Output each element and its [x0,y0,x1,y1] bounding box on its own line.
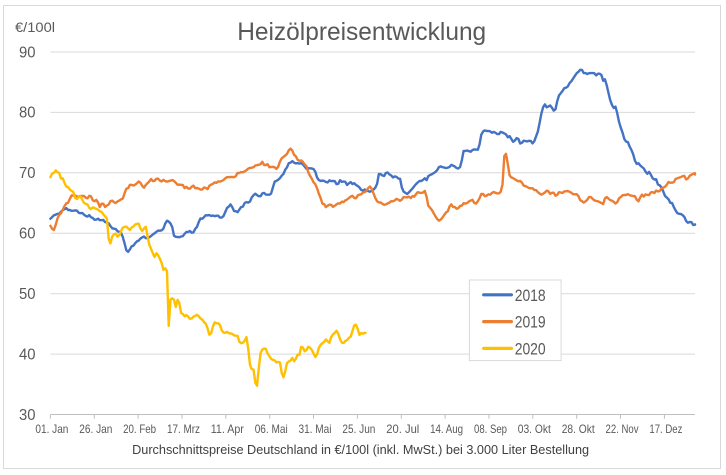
svg-text:26. Jan: 26. Jan [79,422,112,436]
svg-text:2020: 2020 [515,339,546,358]
svg-text:Heizölpreisentwicklung: Heizölpreisentwicklung [237,18,486,46]
svg-text:28. Okt: 28. Okt [562,422,596,436]
svg-text:20. Feb: 20. Feb [123,422,156,436]
svg-text:03. Okt: 03. Okt [518,422,552,436]
svg-text:22. Nov: 22. Nov [606,422,639,436]
svg-text:90: 90 [19,44,36,61]
svg-text:60: 60 [19,226,36,243]
svg-text:30: 30 [19,407,36,424]
svg-text:01. Jan: 01. Jan [35,422,68,436]
svg-text:50: 50 [19,286,36,303]
svg-text:25. Jun: 25. Jun [342,422,375,436]
svg-text:20. Jul: 20. Jul [386,422,419,436]
svg-text:40: 40 [19,346,36,363]
svg-text:31. Mai: 31. Mai [299,422,332,436]
svg-text:80: 80 [19,105,36,122]
svg-text:2018: 2018 [515,286,546,305]
svg-text:17. Dez: 17. Dez [649,422,682,436]
svg-text:Durchschnittspreise Deutschlan: Durchschnittspreise Deutschland in €/100… [132,443,589,457]
svg-text:70: 70 [19,165,36,182]
svg-text:2019: 2019 [515,313,546,332]
svg-text:14. Aug: 14. Aug [430,422,463,436]
svg-text:11. Apr: 11. Apr [211,422,244,436]
svg-text:08. Sep: 08. Sep [474,422,507,436]
svg-text:06. Mai: 06. Mai [255,422,288,436]
svg-text:17. Mrz: 17. Mrz [167,422,200,436]
svg-text:€/100l: €/100l [15,19,55,35]
